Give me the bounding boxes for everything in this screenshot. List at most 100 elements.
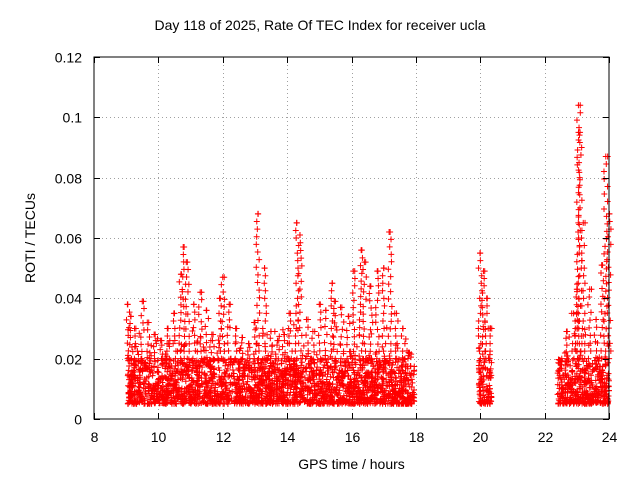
data-point — [346, 361, 353, 368]
data-point — [154, 368, 161, 375]
data-point — [480, 268, 487, 275]
data-point — [367, 283, 374, 290]
data-point — [138, 341, 145, 348]
data-point — [255, 382, 262, 389]
data-point — [150, 343, 157, 350]
data-point — [337, 359, 344, 366]
data-point — [332, 298, 339, 305]
data-point — [585, 355, 592, 362]
data-point — [167, 398, 174, 405]
data-point — [171, 325, 178, 332]
data-point — [293, 235, 300, 241]
data-point — [216, 377, 223, 384]
data-point — [296, 324, 303, 331]
data-point — [182, 399, 189, 406]
data-point — [580, 219, 587, 226]
data-point — [367, 356, 374, 363]
data-point — [592, 361, 599, 368]
data-point — [135, 351, 142, 358]
data-point — [577, 386, 584, 393]
data-point — [191, 309, 198, 316]
data-point — [476, 348, 483, 355]
data-point — [600, 398, 607, 405]
data-point — [368, 330, 375, 337]
data-point — [350, 348, 357, 355]
data-point — [593, 324, 600, 331]
data-point — [379, 333, 386, 340]
data-point — [600, 277, 607, 284]
data-point — [182, 362, 189, 369]
data-point — [129, 348, 136, 355]
data-point — [272, 351, 279, 358]
data-point — [178, 368, 185, 375]
data-point — [340, 319, 347, 326]
data-point — [235, 365, 242, 372]
data-point — [355, 381, 362, 388]
data-point — [585, 394, 592, 401]
data-point — [398, 333, 405, 340]
data-point — [411, 368, 418, 375]
data-point — [405, 381, 412, 388]
data-point — [320, 379, 327, 386]
data-point — [254, 279, 261, 286]
data-point — [220, 400, 227, 407]
data-point — [380, 378, 387, 385]
data-point — [337, 355, 344, 362]
data-point — [133, 400, 140, 407]
data-point — [604, 183, 611, 190]
data-point — [351, 400, 358, 407]
x-tick-label: 18 — [409, 429, 425, 445]
data-point — [578, 374, 585, 381]
data-point — [378, 385, 385, 392]
data-point — [155, 388, 162, 395]
data-point — [336, 367, 343, 374]
data-point — [310, 376, 317, 383]
data-point — [591, 332, 598, 339]
data-point — [266, 392, 273, 399]
data-point — [363, 273, 370, 280]
data-point — [555, 367, 562, 374]
data-point — [585, 370, 592, 377]
data-point — [599, 324, 606, 331]
data-point — [387, 228, 394, 235]
data-point — [374, 341, 381, 348]
data-point — [317, 309, 324, 316]
data-point — [348, 352, 355, 359]
data-point — [203, 307, 210, 314]
data-point — [245, 365, 252, 372]
data-point — [574, 281, 581, 288]
data-point — [561, 376, 568, 383]
data-point — [374, 388, 381, 395]
data-point — [580, 272, 587, 279]
data-point — [232, 340, 239, 347]
data-point — [177, 317, 184, 324]
data-point — [237, 389, 244, 396]
data-point — [336, 400, 343, 407]
data-point — [300, 364, 307, 371]
data-point — [316, 340, 323, 347]
data-point — [178, 388, 185, 395]
data-point — [201, 370, 208, 377]
data-point — [226, 372, 233, 379]
data-point — [589, 397, 596, 404]
data-point — [315, 332, 322, 339]
data-point — [152, 331, 159, 338]
data-point — [322, 347, 329, 354]
data-point — [362, 296, 369, 303]
data-point — [182, 325, 189, 332]
data-point — [298, 255, 305, 262]
data-point — [336, 379, 343, 386]
data-point — [239, 334, 246, 341]
data-point — [265, 381, 272, 388]
data-point — [574, 362, 581, 369]
data-point — [233, 348, 240, 355]
data-point — [226, 387, 233, 394]
data-point — [479, 297, 486, 304]
data-point — [576, 355, 583, 362]
data-point — [572, 332, 579, 339]
data-point — [387, 325, 394, 332]
data-point — [156, 375, 163, 382]
data-point — [159, 372, 166, 379]
data-point — [360, 318, 367, 325]
data-point — [293, 280, 300, 287]
